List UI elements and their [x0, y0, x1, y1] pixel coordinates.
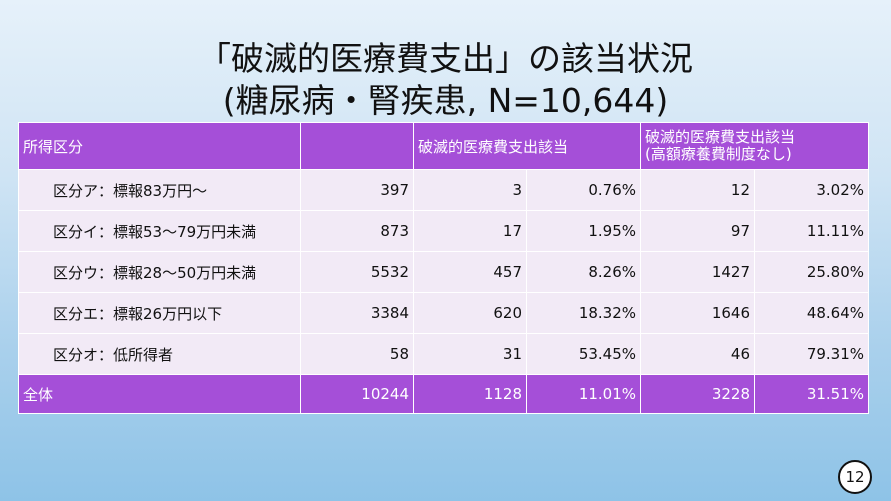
title-line-1: 「破滅的医療費支出」の該当状況 [198, 39, 693, 78]
row-count-2: 97 [640, 210, 756, 252]
row-count-1: 620 [413, 292, 527, 334]
total-n: 10244 [300, 374, 414, 414]
slide-title: 「破滅的医療費支出」の該当状況 (糖尿病・腎疾患, N=10,644) [0, 38, 891, 122]
row-pct-2: 3.02% [754, 169, 870, 211]
table-row: 区分ウ：標報28～50万円未満 5532 457 8.26% 1427 25.8… [18, 251, 870, 293]
page-number: 12 [845, 468, 865, 486]
table-row: 区分エ：標報26万円以下 3384 620 18.32% 1646 48.64% [18, 292, 870, 334]
row-n: 397 [300, 169, 414, 211]
header-catastrophic: 破滅的医療費支出該当 [412, 122, 642, 170]
title-line-2: (糖尿病・腎疾患, N=10,644) [222, 81, 669, 120]
total-pct-2: 31.51% [754, 374, 870, 414]
total-row: 全体 10244 1128 11.01% 3228 31.51% [18, 374, 870, 414]
row-pct-2: 25.80% [754, 251, 870, 293]
row-count-2: 1646 [640, 292, 756, 334]
header-row: 所得区分 破滅的医療費支出該当 破滅的医療費支出該当 (高額療養費制度なし) [18, 122, 870, 170]
row-pct-1: 53.45% [525, 333, 642, 375]
row-pct-1: 1.95% [525, 210, 642, 252]
row-count-2: 1427 [640, 251, 756, 293]
header-catastrophic-no-cap-line2: (高額療養費制度なし) [645, 145, 792, 163]
row-label: 区分イ：標報53～79万円未満 [18, 210, 301, 252]
row-n: 3384 [300, 292, 414, 334]
row-count-2: 46 [640, 333, 756, 375]
row-label: 区分エ：標報26万円以下 [18, 292, 301, 334]
row-label: 区分ウ：標報28～50万円未満 [18, 251, 301, 293]
total-count-2: 3228 [640, 374, 756, 414]
row-count-1: 17 [413, 210, 527, 252]
row-pct-2: 48.64% [754, 292, 870, 334]
row-pct-1: 18.32% [525, 292, 642, 334]
table-row: 区分ア：標報83万円～ 397 3 0.76% 12 3.02% [18, 169, 870, 211]
row-count-1: 31 [413, 333, 527, 375]
data-table: 所得区分 破滅的医療費支出該当 破滅的医療費支出該当 (高額療養費制度なし) 区… [18, 122, 870, 414]
row-count-1: 457 [413, 251, 527, 293]
header-catastrophic-no-cap-line1: 破滅的医療費支出該当 [645, 128, 796, 146]
row-pct-2: 11.11% [754, 210, 870, 252]
row-count-2: 12 [640, 169, 756, 211]
page-number-badge: 12 [838, 460, 872, 494]
row-pct-1: 0.76% [525, 169, 642, 211]
row-label: 区分ア：標報83万円～ [18, 169, 301, 211]
total-count-1: 1128 [413, 374, 527, 414]
row-n: 58 [300, 333, 414, 375]
table-row: 区分イ：標報53～79万円未満 873 17 1.95% 97 11.11% [18, 210, 870, 252]
table-row: 区分オ：低所得者 58 31 53.45% 46 79.31% [18, 333, 870, 375]
row-pct-1: 8.26% [525, 251, 642, 293]
row-label: 区分オ：低所得者 [18, 333, 301, 375]
header-count [300, 122, 414, 170]
header-income-category: 所得区分 [18, 122, 301, 170]
total-pct-1: 11.01% [525, 374, 642, 414]
row-n: 873 [300, 210, 414, 252]
row-n: 5532 [300, 251, 414, 293]
row-count-1: 3 [413, 169, 527, 211]
row-pct-2: 79.31% [754, 333, 870, 375]
total-label: 全体 [18, 374, 301, 414]
header-catastrophic-no-cap: 破滅的医療費支出該当 (高額療養費制度なし) [640, 122, 870, 170]
